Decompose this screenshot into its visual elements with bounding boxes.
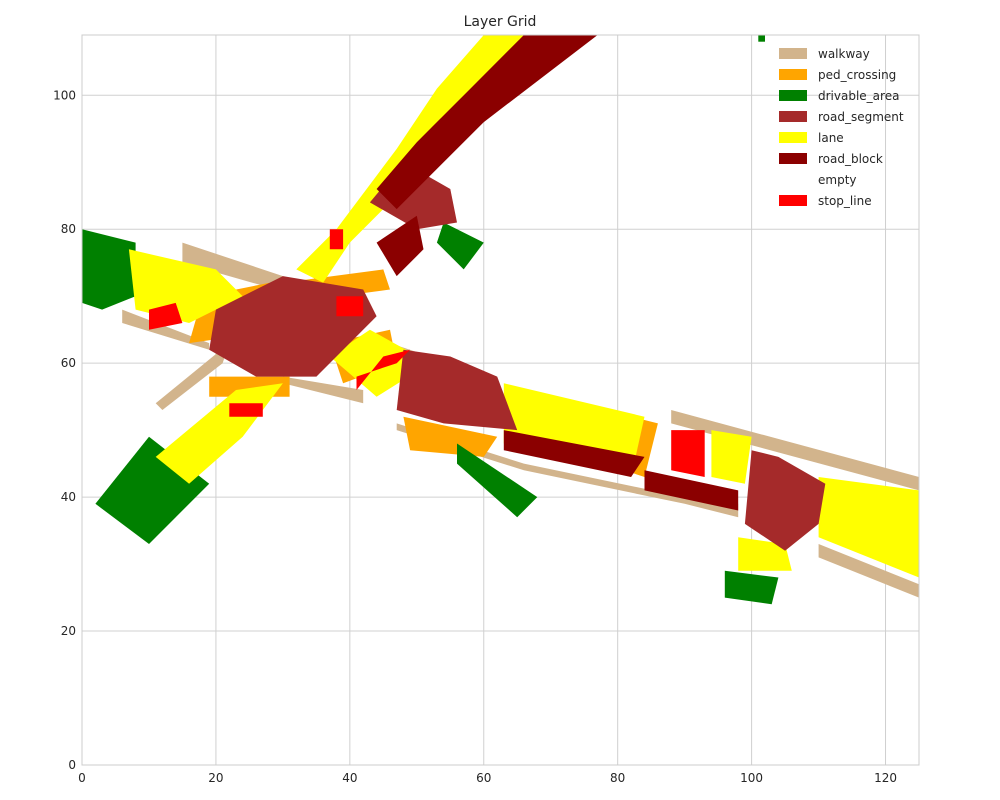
legend-label-walkway: walkway xyxy=(818,47,870,61)
legend-label-ped-crossing: ped_crossing xyxy=(818,68,896,82)
y-tick-label: 100 xyxy=(53,88,76,102)
region-road-block xyxy=(376,35,598,210)
legend-label-road-segment: road_segment xyxy=(818,110,904,124)
region-drivable-area xyxy=(436,222,484,270)
x-tick-label: 100 xyxy=(740,771,763,785)
region-road-segment xyxy=(209,276,377,377)
region-road-block xyxy=(644,470,739,511)
legend-swatch-walkway xyxy=(779,48,807,59)
region-walkway xyxy=(182,242,283,290)
region-lane xyxy=(818,477,919,578)
region-walkway xyxy=(282,376,364,404)
legend-label-empty: empty xyxy=(818,173,857,187)
x-tick-label: 0 xyxy=(78,771,86,785)
region-stop-line xyxy=(356,349,411,390)
y-tick-label: 40 xyxy=(61,490,76,504)
y-tick-label: 0 xyxy=(68,758,76,772)
x-axis-ticks: 0 20 40 60 80 100 120 xyxy=(78,771,897,785)
region-stop-line xyxy=(671,430,705,477)
legend-label-lane: lane xyxy=(818,131,844,145)
legend-swatch-stop-line xyxy=(779,195,807,206)
legend-label-stop-line: stop_line xyxy=(818,194,872,208)
region-drivable-area xyxy=(82,229,136,310)
x-tick-label: 60 xyxy=(476,771,491,785)
x-tick-label: 120 xyxy=(874,771,897,785)
region-stop-line xyxy=(329,229,344,250)
region-walkway xyxy=(818,544,919,598)
region-walkway xyxy=(155,343,230,410)
legend: walkway ped_crossing drivable_area road_seg… xyxy=(779,47,904,208)
legend-swatch-ped-crossing xyxy=(779,69,807,80)
plot-area xyxy=(81,34,920,766)
region-stop-line xyxy=(229,403,263,417)
legend-label-road-block: road_block xyxy=(818,152,883,166)
chart-title: Layer Grid xyxy=(464,14,537,30)
region-walkway xyxy=(396,423,739,518)
legend-swatch-empty xyxy=(779,174,807,185)
region-walkway xyxy=(671,410,919,491)
legend-swatch-drivable-area xyxy=(779,90,807,101)
y-tick-label: 80 xyxy=(61,222,76,236)
region-lane xyxy=(711,430,752,484)
region-drivable-area xyxy=(724,570,779,605)
legend-swatch-lane xyxy=(779,132,807,143)
y-tick-label: 20 xyxy=(61,624,76,638)
region-stop-line xyxy=(336,296,364,317)
region-road-block xyxy=(376,215,424,277)
legend-swatch-road-segment xyxy=(779,111,807,122)
x-tick-label: 40 xyxy=(342,771,357,785)
region-drivable-area xyxy=(758,35,765,42)
x-tick-label: 80 xyxy=(610,771,625,785)
legend-swatch-road-block xyxy=(779,153,807,164)
x-tick-label: 20 xyxy=(208,771,223,785)
legend-label-drivable-area: drivable_area xyxy=(818,89,899,103)
region-stop-line xyxy=(149,302,183,330)
region-lane xyxy=(128,249,243,323)
plot-frame xyxy=(81,34,920,766)
region-ped-crossing xyxy=(403,416,498,457)
y-tick-label: 60 xyxy=(61,356,76,370)
region-road-segment xyxy=(744,450,826,551)
region-drivable-area xyxy=(457,443,538,518)
region-road-block xyxy=(503,430,645,477)
y-axis-ticks: 0 20 40 60 80 100 xyxy=(53,88,76,772)
layer-regions xyxy=(82,35,919,605)
region-road-segment xyxy=(396,349,518,431)
region-walkway xyxy=(122,309,210,350)
